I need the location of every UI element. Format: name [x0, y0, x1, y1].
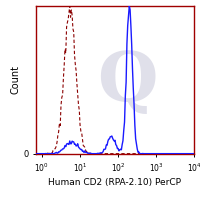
Text: Q: Q — [97, 49, 158, 116]
Y-axis label: Count: Count — [10, 65, 20, 94]
X-axis label: Human CD2 (RPA-2.10) PerCP: Human CD2 (RPA-2.10) PerCP — [48, 178, 182, 187]
